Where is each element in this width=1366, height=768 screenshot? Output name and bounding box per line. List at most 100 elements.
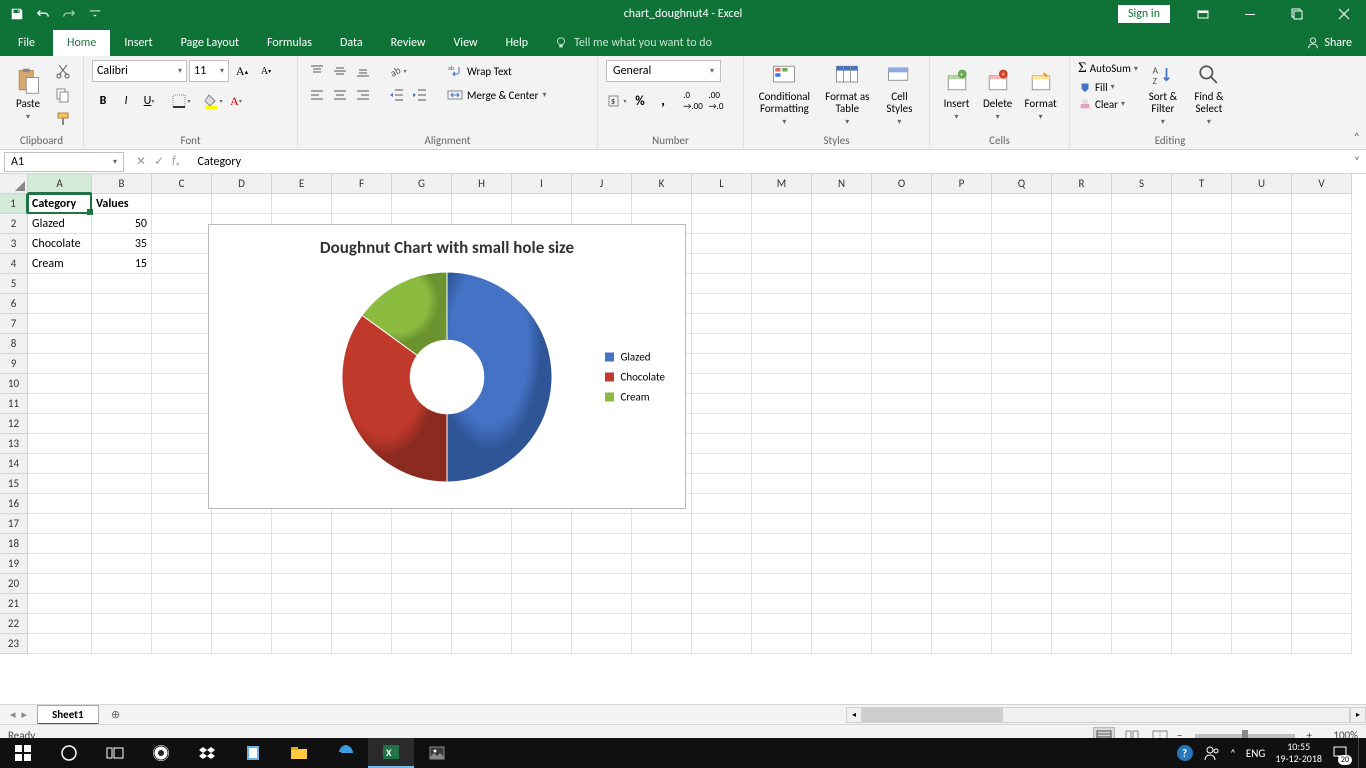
cell[interactable]	[752, 194, 812, 214]
cell[interactable]	[812, 294, 872, 314]
cell[interactable]	[932, 374, 992, 394]
cell[interactable]	[1112, 214, 1172, 234]
tab-help[interactable]: Help	[492, 30, 543, 56]
undo-icon[interactable]	[32, 3, 54, 25]
cell[interactable]	[752, 434, 812, 454]
cell[interactable]	[1172, 414, 1232, 434]
cell[interactable]	[812, 574, 872, 594]
cell[interactable]	[692, 254, 752, 274]
cell[interactable]	[152, 414, 212, 434]
cell[interactable]	[1232, 494, 1292, 514]
cell[interactable]	[932, 534, 992, 554]
cell[interactable]	[152, 634, 212, 654]
cell[interactable]	[1112, 374, 1172, 394]
format-painter-icon[interactable]	[52, 108, 74, 130]
cell[interactable]	[932, 214, 992, 234]
cell[interactable]	[992, 314, 1052, 334]
align-middle-icon[interactable]	[329, 60, 351, 82]
cell[interactable]	[1232, 294, 1292, 314]
cell[interactable]	[1172, 594, 1232, 614]
cell[interactable]	[212, 594, 272, 614]
column-header[interactable]: D	[212, 174, 272, 194]
cell[interactable]	[992, 274, 1052, 294]
cell[interactable]	[932, 294, 992, 314]
cell[interactable]	[992, 294, 1052, 314]
cell[interactable]	[1112, 394, 1172, 414]
cell[interactable]	[752, 234, 812, 254]
column-header[interactable]: U	[1232, 174, 1292, 194]
cell[interactable]	[1112, 234, 1172, 254]
font-color-button[interactable]: A▾	[225, 90, 247, 112]
cell[interactable]	[272, 594, 332, 614]
cell[interactable]	[152, 574, 212, 594]
cell[interactable]	[932, 514, 992, 534]
cell[interactable]	[872, 454, 932, 474]
cell[interactable]	[872, 514, 932, 534]
cell[interactable]	[28, 554, 92, 574]
cell[interactable]	[152, 394, 212, 414]
cell[interactable]	[572, 614, 632, 634]
cell[interactable]	[332, 574, 392, 594]
column-header[interactable]: E	[272, 174, 332, 194]
cell[interactable]	[1232, 594, 1292, 614]
cell[interactable]	[392, 634, 452, 654]
cell[interactable]	[152, 254, 212, 274]
cell[interactable]	[1052, 274, 1112, 294]
cell[interactable]	[572, 194, 632, 214]
cell[interactable]	[28, 454, 92, 474]
help-tray-icon[interactable]: ?	[1176, 744, 1194, 762]
cell[interactable]	[152, 294, 212, 314]
cell[interactable]	[1052, 254, 1112, 274]
cell[interactable]	[632, 514, 692, 534]
cell[interactable]	[752, 294, 812, 314]
column-header[interactable]: K	[632, 174, 692, 194]
wrap-text-button[interactable]: abWrap Text	[443, 60, 551, 82]
column-header[interactable]: S	[1112, 174, 1172, 194]
row-header[interactable]: 2	[0, 214, 28, 234]
cell[interactable]	[1292, 194, 1352, 214]
column-header[interactable]: N	[812, 174, 872, 194]
cell[interactable]	[92, 274, 152, 294]
cell[interactable]	[1292, 614, 1352, 634]
cell[interactable]	[452, 554, 512, 574]
row-header[interactable]: 3	[0, 234, 28, 254]
cell[interactable]	[1052, 454, 1112, 474]
cell[interactable]	[332, 634, 392, 654]
sort-filter-button[interactable]: AZSort & Filter▾	[1142, 60, 1184, 128]
cell[interactable]	[212, 194, 272, 214]
cell[interactable]	[1052, 614, 1112, 634]
format-cells-button[interactable]: Format▾	[1020, 60, 1061, 128]
row-header[interactable]: 13	[0, 434, 28, 454]
column-header[interactable]: M	[752, 174, 812, 194]
cell[interactable]	[872, 594, 932, 614]
select-all-button[interactable]	[0, 174, 28, 194]
row-header[interactable]: 22	[0, 614, 28, 634]
cell[interactable]	[1292, 274, 1352, 294]
cell[interactable]	[1292, 474, 1352, 494]
cell[interactable]	[92, 334, 152, 354]
cell[interactable]	[992, 394, 1052, 414]
cell[interactable]	[632, 594, 692, 614]
cell[interactable]	[812, 594, 872, 614]
cell[interactable]	[1112, 494, 1172, 514]
cell[interactable]: Glazed	[28, 214, 92, 234]
collapse-ribbon-icon[interactable]: ˄	[1354, 131, 1360, 145]
row-header[interactable]: 14	[0, 454, 28, 474]
cell[interactable]	[92, 594, 152, 614]
row-header[interactable]: 19	[0, 554, 28, 574]
tab-file[interactable]: File	[0, 30, 53, 56]
cell[interactable]	[1172, 254, 1232, 274]
cell[interactable]	[572, 534, 632, 554]
cell[interactable]	[692, 194, 752, 214]
bold-button[interactable]: B	[92, 90, 114, 112]
cell[interactable]	[872, 614, 932, 634]
cell[interactable]	[872, 194, 932, 214]
cell[interactable]	[932, 234, 992, 254]
cell[interactable]	[1052, 474, 1112, 494]
cell[interactable]	[872, 334, 932, 354]
cell[interactable]	[92, 314, 152, 334]
cell[interactable]: Chocolate	[28, 234, 92, 254]
add-sheet-icon[interactable]: ⊕	[105, 708, 127, 721]
cell[interactable]	[1232, 414, 1292, 434]
cancel-formula-icon[interactable]: ✕	[136, 154, 146, 169]
